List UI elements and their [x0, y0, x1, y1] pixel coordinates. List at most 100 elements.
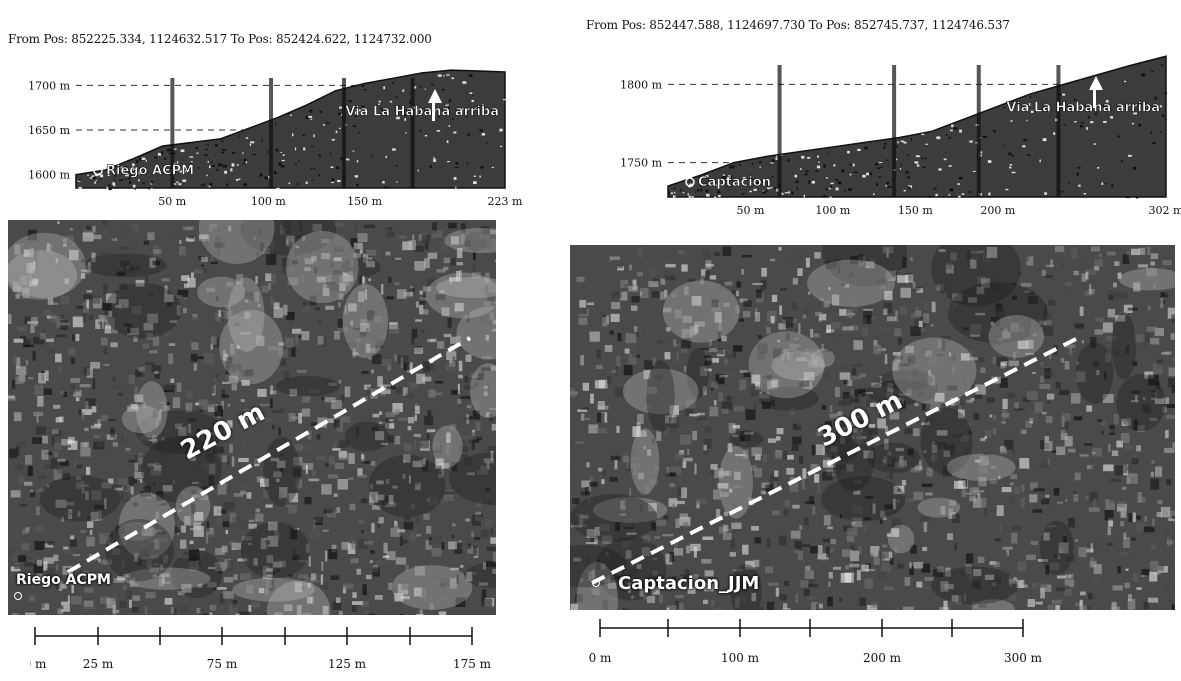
right-photo-speck	[907, 448, 914, 456]
right-photo-speck	[1125, 415, 1130, 422]
left-photo-speck	[419, 609, 423, 615]
right-texture-speck	[878, 161, 883, 163]
left-texture-speck	[238, 178, 241, 180]
right-photo-speck	[611, 593, 618, 600]
left-texture-speck	[296, 182, 299, 186]
left-photo-speck	[332, 601, 342, 610]
left-photo-speck	[407, 425, 412, 431]
right-photo-speck	[689, 326, 697, 336]
right-texture-speck	[1010, 120, 1013, 122]
left-texture-speck	[466, 116, 468, 118]
left-photo-speck	[141, 527, 153, 536]
left-photo-speck	[267, 521, 278, 531]
left-photo-speck	[385, 423, 395, 429]
left-photo-speck	[489, 230, 496, 235]
left-photo-speck	[14, 244, 21, 255]
right-photo-speck	[868, 424, 876, 429]
right-photo-speck	[1004, 439, 1014, 450]
left-photo-speck	[479, 316, 491, 325]
right-photo-speck	[870, 317, 876, 320]
left-photo-speck	[236, 511, 241, 523]
left-photo-speck	[378, 517, 384, 524]
right-photo-speck	[595, 364, 603, 370]
right-photo-speck	[1165, 430, 1169, 439]
right-texture-speck	[727, 189, 729, 191]
left-photo-speck	[313, 515, 322, 523]
left-photo-speck	[141, 533, 148, 537]
right-photo-speck	[767, 438, 777, 443]
right-texture-speck	[807, 156, 811, 159]
left-texture-speck	[305, 116, 309, 119]
left-photo-speck	[27, 229, 37, 241]
left-photo-speck	[359, 249, 363, 254]
right-photo-speck	[1048, 299, 1056, 306]
left-map-start-label: Riego ACPM	[16, 572, 111, 588]
right-photo-speck	[652, 278, 660, 283]
right-texture-speck	[829, 185, 832, 188]
right-texture-speck	[873, 193, 875, 196]
right-photo-speck	[1022, 397, 1031, 403]
right-photo-blob	[748, 331, 825, 399]
right-texture-speck	[687, 193, 689, 196]
left-photo-speck	[372, 567, 380, 577]
right-photo-speck	[1143, 601, 1150, 610]
right-photo-speck	[1064, 579, 1075, 588]
right-photo-speck	[890, 390, 893, 399]
left-photo-speck	[366, 328, 369, 335]
left-photo-speck	[238, 520, 249, 529]
right-photo-speck	[910, 326, 921, 336]
left-photo-speck	[155, 420, 158, 428]
left-texture-speck	[451, 77, 454, 80]
right-photo-speck	[1108, 443, 1111, 452]
right-photo-speck	[911, 312, 920, 319]
left-photo-speck	[72, 334, 78, 342]
left-texture-speck	[208, 159, 210, 161]
left-photo-speck	[228, 225, 232, 232]
left-photo-speck	[460, 395, 471, 400]
right-texture-speck	[979, 151, 983, 154]
right-photo-speck	[723, 302, 730, 307]
left-photo-speck	[428, 389, 436, 398]
left-photo-speck	[53, 554, 59, 562]
left-photo-speck	[160, 452, 167, 460]
left-photo-speck	[400, 595, 410, 600]
left-photo-speck	[394, 435, 401, 445]
right-texture-speck	[852, 163, 855, 167]
left-texture-speck	[175, 181, 179, 183]
left-photo-speck	[17, 476, 25, 484]
right-photo-speck	[1063, 536, 1067, 543]
right-photo-speck	[739, 379, 747, 391]
left-photo-speck	[144, 606, 148, 615]
left-photo-speck	[102, 302, 112, 311]
left-photo-speck	[159, 573, 170, 578]
left-photo-speck	[408, 475, 411, 484]
right-photo-speck	[719, 374, 729, 378]
right-photo-speck	[743, 589, 748, 593]
right-photo-speck	[651, 585, 660, 595]
right-photo-speck	[1040, 363, 1045, 370]
left-photo-speck	[246, 344, 256, 351]
left-photo-speck	[112, 293, 121, 297]
left-photo-speck	[237, 320, 242, 324]
left-photo-speck	[489, 232, 496, 239]
left-photo-speck	[239, 419, 250, 430]
right-photo-speck	[590, 393, 594, 404]
left-photo-speck	[382, 418, 389, 429]
right-photo-speck	[710, 463, 718, 470]
right-photo-speck	[951, 595, 959, 602]
right-photo-speck	[895, 447, 904, 452]
left-photo-speck	[55, 258, 58, 264]
right-texture-speck	[833, 164, 836, 167]
right-photo-speck	[639, 288, 649, 299]
left-photo-speck	[27, 465, 33, 477]
left-photo-speck	[221, 389, 226, 398]
left-aerial-texture	[8, 220, 496, 615]
right-photo-speck	[677, 406, 686, 411]
right-photo-speck	[944, 584, 954, 590]
left-photo-speck	[452, 356, 456, 363]
left-photo-speck	[458, 454, 466, 460]
right-photo-speck	[741, 254, 752, 258]
left-photo-speck	[54, 442, 62, 451]
right-photo-speck	[645, 404, 652, 409]
right-photo-speck	[976, 286, 985, 295]
